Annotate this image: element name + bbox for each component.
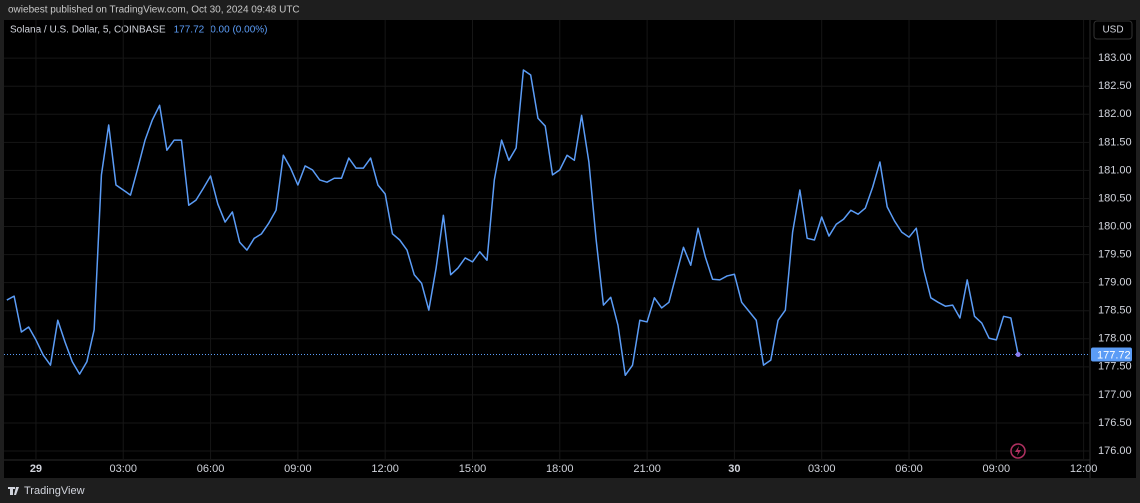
y-tick-label: 181.00 xyxy=(1098,164,1132,176)
x-tick-label: 30 xyxy=(728,463,740,475)
y-tick-label: 176.50 xyxy=(1098,417,1132,429)
x-tick-label: 03:00 xyxy=(109,463,137,475)
y-tick-label: 178.50 xyxy=(1098,305,1132,317)
publisher: owiebest published on TradingView.com, O… xyxy=(8,5,300,16)
last-price-label: 177.72 xyxy=(1097,349,1131,361)
y-tick-label: 179.00 xyxy=(1098,277,1132,289)
y-tick-label: 183.00 xyxy=(1098,52,1132,64)
footer-logo xyxy=(8,487,19,495)
last-price: 177.72 xyxy=(174,25,205,36)
y-tick-label: 180.50 xyxy=(1098,192,1132,204)
x-tick-label: 15:00 xyxy=(459,463,487,475)
last-price-badge xyxy=(1091,347,1132,362)
y-tick-label: 182.00 xyxy=(1098,108,1132,120)
x-tick-label: 09:00 xyxy=(983,463,1011,475)
chart-panel xyxy=(4,20,1136,478)
last-point xyxy=(1015,351,1021,357)
y-tick-label: 179.50 xyxy=(1098,248,1132,260)
x-tick-label: 06:00 xyxy=(895,463,923,475)
y-tick-label: 182.50 xyxy=(1098,80,1132,92)
plot-layer: 176.00 176.50 177.00 177.50 178.00 178.50 179.… xyxy=(4,20,1132,475)
x-tick-label: 21:00 xyxy=(633,463,661,475)
x-tick-label: 12:00 xyxy=(1070,463,1098,475)
x-tick-label: 06:00 xyxy=(197,463,225,475)
y-tick-label: 181.50 xyxy=(1098,136,1132,148)
currency[interactable]: USD xyxy=(1102,25,1123,36)
chart-title: Solana / U.S. Dollar, 5, COINBASE xyxy=(10,25,166,36)
y-tick-label: 176.00 xyxy=(1098,445,1132,457)
footer-brand: TradingView xyxy=(24,485,85,497)
y-tick-label: 178.00 xyxy=(1098,333,1132,345)
price-line xyxy=(6,69,1019,377)
y-tick-label: 180.00 xyxy=(1098,220,1132,232)
price-change: 0.00 (0.00%) xyxy=(210,25,267,36)
lightning-icon xyxy=(1010,443,1026,459)
x-tick-label: 29 xyxy=(30,463,42,475)
currency-button[interactable] xyxy=(1093,20,1133,40)
y-tick-label: 177.00 xyxy=(1098,389,1132,401)
x-tick-label: 12:00 xyxy=(371,463,399,475)
x-tick-label: 18:00 xyxy=(546,463,574,475)
y-tick-label: 177.50 xyxy=(1098,361,1132,373)
x-tick-label: 09:00 xyxy=(284,463,312,475)
x-tick-label: 03:00 xyxy=(808,463,836,475)
